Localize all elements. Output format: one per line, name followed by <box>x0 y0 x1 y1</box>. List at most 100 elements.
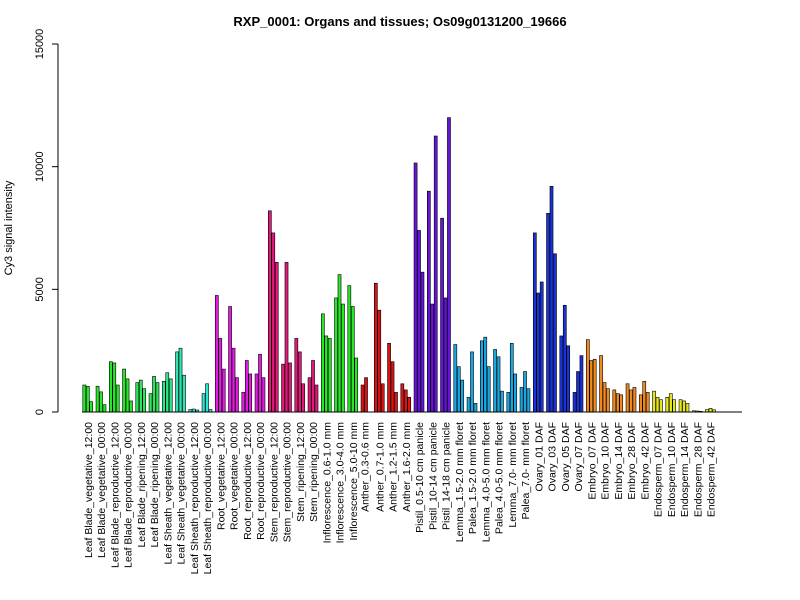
category-label: Palea_7.0- mm floret <box>520 422 532 520</box>
bar <box>373 282 378 413</box>
bar <box>82 384 87 413</box>
bar <box>241 392 246 413</box>
bar <box>456 366 461 413</box>
category-label: Endosperm_42 DAF <box>706 422 718 517</box>
category-label: Inflorescence_5.0-10 mm <box>348 422 360 541</box>
bar <box>235 377 239 413</box>
bar <box>115 384 120 413</box>
bar <box>513 373 518 413</box>
bar <box>380 383 385 413</box>
bar <box>413 162 418 413</box>
bar <box>294 338 299 413</box>
bars <box>82 117 716 413</box>
bar <box>632 387 637 413</box>
category-label: Anther_0.7-1.0 mm <box>374 422 386 512</box>
chart-title: RXP_0001: Organs and tissues; Os09g01312… <box>233 14 566 29</box>
bar <box>341 303 345 413</box>
bar <box>284 262 289 413</box>
category-label: Anther_1.6-2.0 mm <box>401 422 413 512</box>
bar <box>135 382 140 413</box>
bar <box>536 292 541 413</box>
category-label: Embryo_10 DAF <box>600 422 612 500</box>
bar <box>231 347 236 413</box>
bar <box>350 306 355 413</box>
bar <box>553 253 557 413</box>
category-label: Leaf Blade_vegetative_12:00 <box>83 422 95 558</box>
category-label: Ovary_07 DAF <box>573 422 585 491</box>
bar <box>311 360 315 413</box>
bar <box>612 389 617 413</box>
bar <box>205 383 209 413</box>
bar <box>672 399 677 413</box>
bar <box>161 381 166 413</box>
category-label: Ovary_03 DAF <box>547 422 559 491</box>
category-label: Pistil_0.5-10 cm panicle <box>414 422 426 533</box>
bar <box>678 399 683 413</box>
bar <box>526 388 531 413</box>
bar <box>470 351 474 413</box>
bar <box>288 362 292 413</box>
category-label: Ovary_05 DAF <box>560 422 572 491</box>
bar <box>473 403 478 413</box>
category-label: Endosperm_07 DAF <box>653 422 665 517</box>
bar <box>271 232 276 413</box>
bar <box>142 388 147 413</box>
bar <box>175 351 179 413</box>
category-label: Leaf Blade_reproductive_00:00 <box>123 422 135 568</box>
bar <box>668 393 673 413</box>
bar <box>258 354 262 413</box>
bar <box>579 355 584 413</box>
category-label: Anther_1.2-1.5 mm <box>388 422 400 512</box>
bar <box>430 303 435 413</box>
category-label: Pistil_10-14 cm panicle <box>427 422 439 530</box>
category-label: Lemma_7.0- mm floret <box>507 422 519 528</box>
category-label: Leaf Sheath_reproductive_12:00 <box>189 422 201 575</box>
bar <box>659 399 663 413</box>
category-label: Leaf Sheath_reproductive_00:00 <box>202 422 214 575</box>
bar <box>155 382 160 413</box>
category-label: Embryo_14 DAF <box>613 422 625 500</box>
bar <box>201 393 206 413</box>
bar <box>519 387 524 413</box>
bar <box>500 390 504 413</box>
y-axis-label: Cy3 signal intensity <box>3 180 15 275</box>
bar <box>440 217 444 413</box>
bar <box>655 396 660 413</box>
bar <box>109 361 113 413</box>
bar <box>447 117 451 413</box>
category-label: Inflorescence_0.6-1.0 mm <box>321 422 333 544</box>
bar <box>576 371 580 413</box>
bar <box>572 392 577 413</box>
bar <box>99 391 103 413</box>
bar <box>433 135 438 413</box>
bar <box>244 360 249 413</box>
bar <box>546 212 550 413</box>
category-label: Root_vegetative_00:00 <box>229 422 241 530</box>
category-label: Leaf Blade_ripening_12:00 <box>136 422 148 548</box>
category-label: Anther_0.3-0.6 mm <box>359 422 371 512</box>
bar <box>168 378 173 413</box>
bar <box>403 389 408 413</box>
bar <box>549 185 554 413</box>
bar <box>453 344 458 413</box>
bar <box>327 338 332 413</box>
category-label: Palea_4.0-5.0 mm floret <box>494 422 506 534</box>
category-label: Embryo_07 DAF <box>586 422 598 500</box>
bar <box>122 368 126 413</box>
bar <box>420 271 425 413</box>
category-label: Stem_reproductive_12:00 <box>268 422 280 542</box>
category-label: Lemma_4.0-5.0 mm floret <box>480 422 492 542</box>
bar <box>599 355 603 413</box>
bar <box>254 373 259 413</box>
bar <box>642 381 647 413</box>
bar <box>148 393 153 413</box>
bar <box>394 392 398 413</box>
bar <box>426 190 431 413</box>
bar <box>539 281 544 413</box>
bar <box>407 396 412 413</box>
y-tick-label: 15000 <box>34 29 46 60</box>
bar <box>629 389 633 413</box>
bar <box>625 383 630 413</box>
bar <box>479 340 484 413</box>
